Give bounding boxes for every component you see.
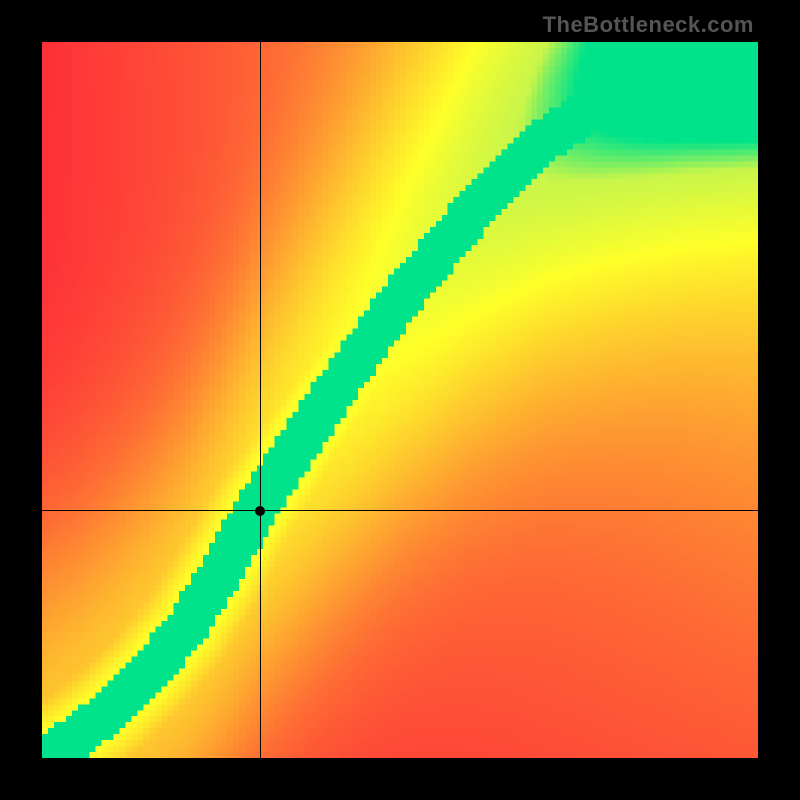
crosshair-horizontal bbox=[42, 510, 758, 511]
heatmap-canvas bbox=[42, 42, 758, 758]
watermark-text: TheBottleneck.com bbox=[543, 12, 754, 38]
crosshair-vertical bbox=[260, 42, 261, 758]
chart-container: TheBottleneck.com bbox=[0, 0, 800, 800]
